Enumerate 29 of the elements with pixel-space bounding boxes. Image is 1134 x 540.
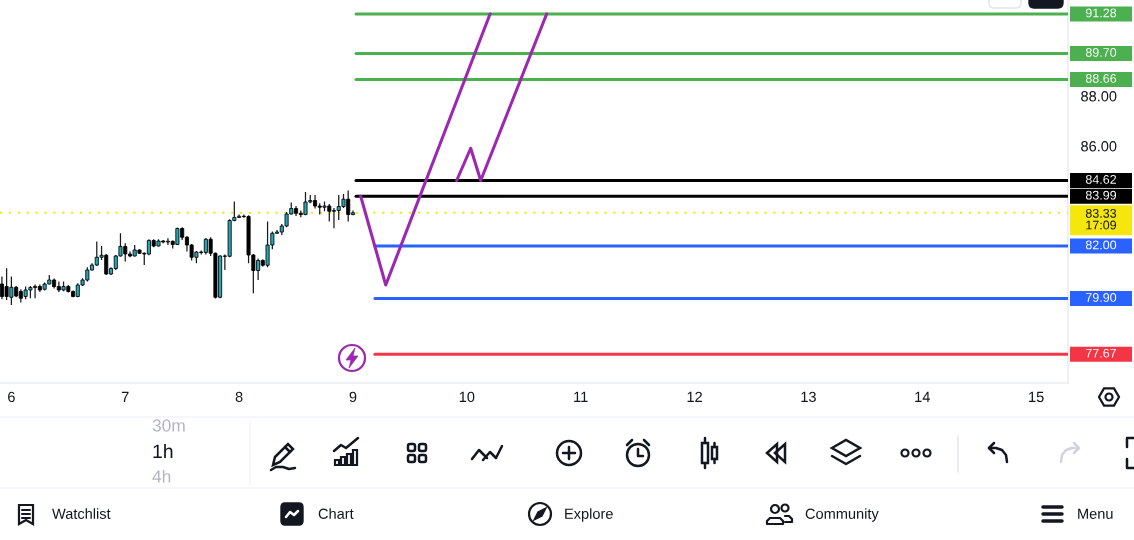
text: Explore	[565, 508, 613, 522]
x-tick-label: 14	[915, 391, 930, 402]
ref-line-label: 83.33 17:09	[1085, 208, 1117, 230]
data-label: 82.00	[1085, 240, 1117, 250]
x-tick-label: 9	[349, 391, 357, 403]
x-tick-label: 15	[1029, 391, 1044, 403]
x-tick-label: 6	[8, 391, 15, 403]
data-label: 79.90	[1086, 293, 1117, 302]
data-label: 77.67	[1086, 348, 1117, 358]
text: Chart	[318, 508, 354, 519]
y-tick-label: 86.00	[1081, 141, 1117, 152]
text: 30m	[152, 419, 185, 432]
text: 1h	[153, 443, 173, 459]
data-label: 88.66	[1085, 74, 1117, 83]
data-label: 89.70	[1085, 48, 1117, 57]
x-tick-label: 7	[121, 391, 129, 402]
text: 4h	[152, 469, 171, 483]
x-tick-label: 11	[574, 391, 588, 402]
x-tick-label: 10	[459, 391, 475, 403]
text: Community	[805, 508, 879, 522]
x-tick-label: 13	[801, 391, 816, 403]
data-label: 91.28	[1085, 8, 1117, 18]
data-label: 84.62	[1085, 175, 1117, 184]
data-label: 83.99	[1085, 190, 1117, 200]
x-tick-label: 12	[687, 391, 702, 402]
text: Menu	[1078, 508, 1113, 519]
x-tick-label: 8	[235, 391, 243, 403]
text: Watchlist	[52, 508, 111, 519]
y-tick-label: 88.00	[1081, 91, 1117, 102]
